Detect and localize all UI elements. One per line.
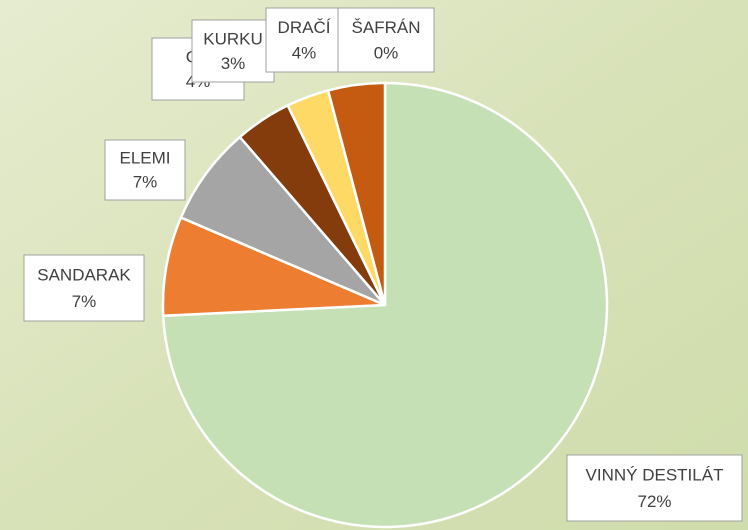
- category-label: DRAČÍ: [278, 18, 331, 37]
- category-label: ELEMI: [119, 149, 170, 168]
- pie-slice: [161, 215, 386, 318]
- label-box: [265, 7, 343, 73]
- value-label: 4%: [292, 44, 317, 63]
- label-box: [104, 139, 186, 201]
- category-label: SANDARAK: [37, 266, 131, 285]
- label-box: [23, 254, 145, 322]
- pie-slice: [326, 81, 387, 306]
- value-label: 3%: [221, 54, 246, 73]
- category-label: VINNÝ DESTILÁT: [586, 466, 724, 485]
- label-box: [191, 19, 275, 83]
- label-box: [337, 7, 435, 73]
- label-box: [566, 454, 743, 522]
- value-label: 0%: [374, 44, 399, 63]
- category-label: KURKU: [203, 29, 263, 48]
- value-label: 72%: [637, 492, 671, 511]
- pie-slice: [179, 135, 386, 307]
- value-label: 7%: [133, 173, 158, 192]
- category-label: ŠAFRÁN: [352, 18, 421, 37]
- value-label: 7%: [72, 292, 97, 311]
